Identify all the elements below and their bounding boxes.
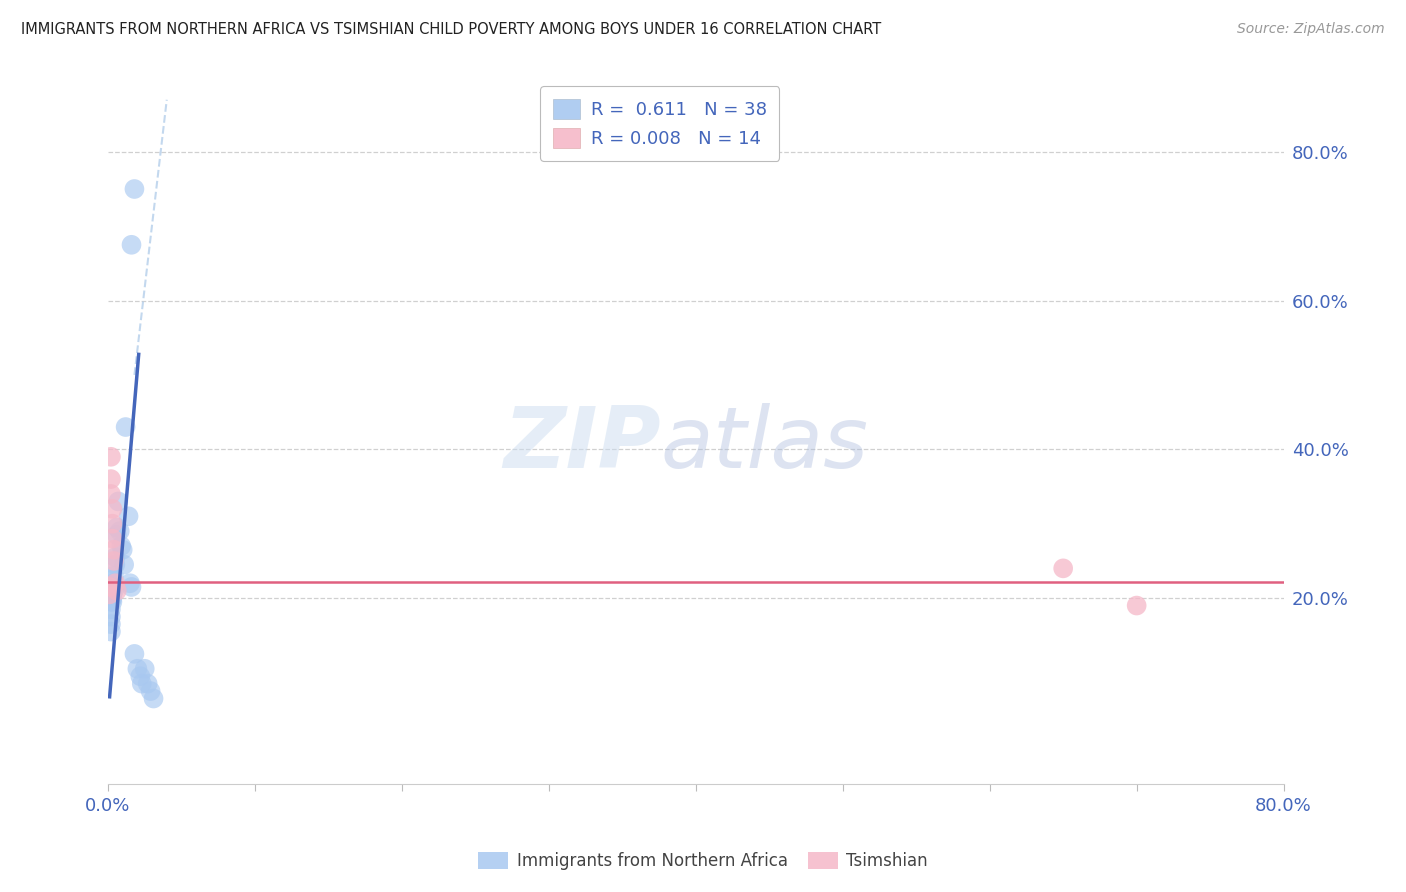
Point: [101, 516, 124, 531]
Point: [105, 583, 128, 598]
Point: [100, 487, 122, 501]
Point: [100, 450, 122, 464]
Point: [103, 576, 125, 591]
Point: [117, 509, 139, 524]
Point: [100, 595, 122, 609]
Point: [100, 609, 122, 624]
Point: [121, 237, 143, 252]
Y-axis label: Child Poverty Among Boys Under 16: Child Poverty Among Boys Under 16: [0, 280, 8, 582]
Point: [124, 182, 146, 196]
Point: [136, 676, 159, 690]
Point: [129, 669, 152, 683]
Point: [104, 558, 127, 572]
Point: [121, 580, 143, 594]
Point: [100, 617, 122, 632]
Point: [103, 554, 125, 568]
Point: [114, 420, 136, 434]
Point: [108, 524, 131, 538]
Point: [127, 662, 149, 676]
Legend: Immigrants from Northern Africa, Tsimshian: Immigrants from Northern Africa, Tsimshi…: [471, 845, 935, 877]
Text: IMMIGRANTS FROM NORTHERN AFRICA VS TSIMSHIAN CHILD POVERTY AMONG BOYS UNDER 16 C: IMMIGRANTS FROM NORTHERN AFRICA VS TSIMS…: [21, 22, 882, 37]
Point: [110, 539, 132, 553]
Point: [101, 573, 124, 587]
Point: [98, 580, 121, 594]
Point: [100, 624, 122, 639]
Point: [105, 528, 128, 542]
Point: [101, 532, 124, 546]
Point: [101, 580, 124, 594]
Point: [100, 472, 122, 486]
Point: [101, 591, 124, 606]
Point: [118, 576, 141, 591]
Point: [124, 647, 146, 661]
Point: [103, 569, 125, 583]
Point: [142, 691, 165, 706]
Point: [103, 542, 125, 557]
Point: [105, 520, 128, 534]
Point: [139, 684, 162, 698]
Text: Source: ZipAtlas.com: Source: ZipAtlas.com: [1237, 22, 1385, 37]
Point: [101, 501, 124, 516]
Point: [98, 587, 121, 601]
Point: [1125, 599, 1147, 613]
Point: [104, 550, 127, 565]
Legend: R =  0.611   N = 38, R = 0.008   N = 14: R = 0.611 N = 38, R = 0.008 N = 14: [540, 87, 779, 161]
Point: [101, 583, 124, 598]
Point: [101, 595, 124, 609]
Point: [107, 494, 129, 508]
Point: [98, 580, 121, 594]
Point: [98, 587, 121, 601]
Point: [103, 583, 125, 598]
Text: ZIP: ZIP: [503, 403, 661, 486]
Point: [112, 558, 135, 572]
Point: [134, 662, 156, 676]
Point: [111, 542, 134, 557]
Point: [131, 676, 153, 690]
Text: atlas: atlas: [661, 403, 869, 486]
Point: [104, 576, 127, 591]
Point: [100, 602, 122, 616]
Point: [1052, 561, 1074, 575]
